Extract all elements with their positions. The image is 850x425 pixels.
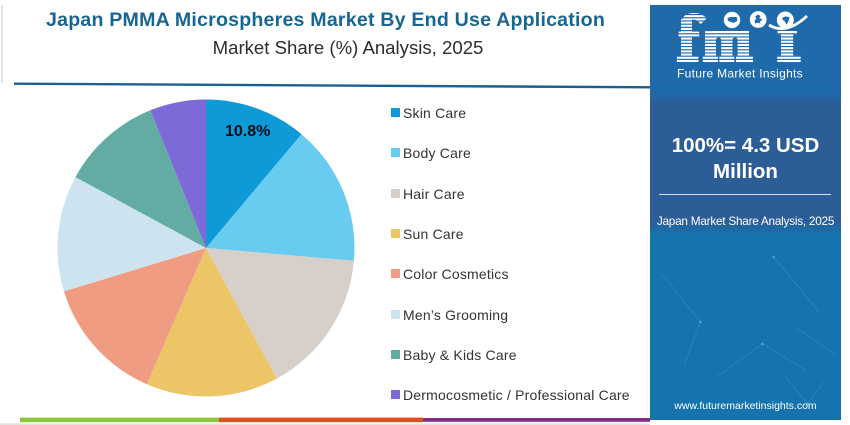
svg-text:Future Market Insights: Future Market Insights	[677, 67, 803, 81]
